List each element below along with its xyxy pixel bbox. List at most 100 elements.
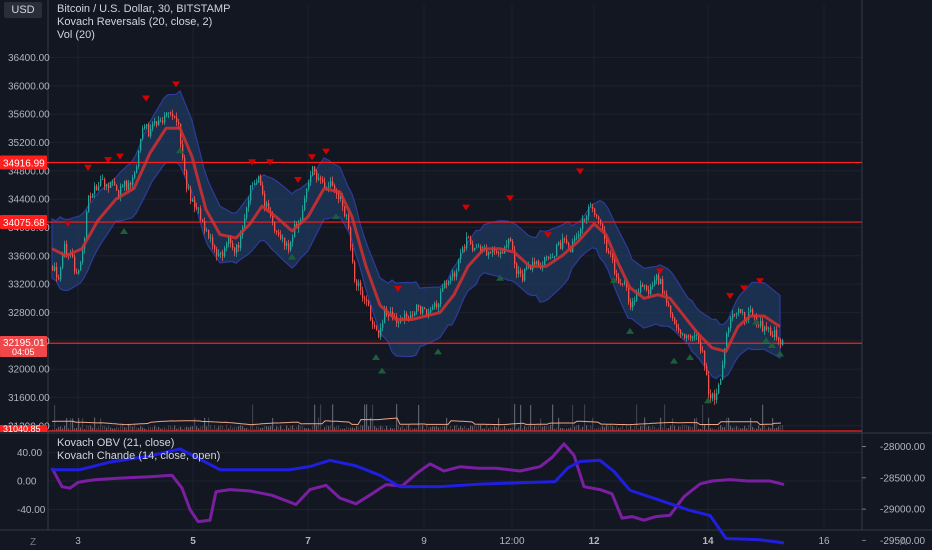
volume-bar: [442, 426, 444, 432]
volume-bar: [340, 427, 342, 432]
candle-body: [640, 284, 642, 292]
candle-body: [116, 185, 118, 191]
candle-body: [284, 237, 286, 246]
volume-bar: [696, 417, 698, 432]
candle-body: [80, 262, 82, 271]
volume-bar: [728, 417, 730, 432]
volume-bar: [246, 427, 248, 432]
volume-bar: [476, 426, 478, 432]
candle-body: [550, 257, 552, 259]
candle-body: [142, 128, 144, 139]
volume-bar: [380, 425, 382, 432]
volume-bar: [740, 428, 742, 432]
volume-bar: [364, 404, 366, 432]
price-label-line-2: 34075.68: [3, 218, 45, 229]
volume-bar: [490, 426, 492, 432]
volume-bar: [672, 418, 674, 432]
volume-bar: [402, 425, 404, 432]
candle-body: [320, 178, 322, 180]
candle-body: [650, 286, 652, 294]
auto-scale-button[interactable]: A: [900, 537, 907, 548]
reversal-down-marker: [172, 81, 180, 88]
volume-bar: [352, 427, 354, 432]
kovach-reversals-legend[interactable]: Kovach Reversals (20, close, 2): [57, 16, 213, 28]
volume-bar: [292, 425, 294, 432]
candle-body: [704, 351, 706, 366]
volume-bar: [90, 425, 92, 432]
candle-body: [564, 238, 566, 240]
volume-bar: [370, 417, 372, 432]
candle-body: [676, 324, 678, 328]
candle-body: [186, 171, 188, 189]
volume-bar: [766, 428, 768, 432]
volume-bar: [314, 404, 316, 432]
candle-body: [668, 303, 670, 306]
candle-body: [158, 120, 160, 126]
volume-bar: [334, 427, 336, 432]
volume-bar: [164, 427, 166, 432]
reversal-down-marker: [142, 95, 150, 102]
volume-bar: [316, 425, 318, 432]
kovach-obv-line: [52, 447, 785, 545]
volume-bar: [190, 426, 192, 432]
candle-body: [658, 275, 660, 285]
candle-body: [644, 285, 646, 287]
candle-body: [566, 239, 568, 244]
candle-body: [454, 272, 456, 277]
volume-bar: [168, 425, 170, 432]
candle-body: [726, 333, 728, 349]
candle-body: [112, 181, 114, 183]
candle-body: [184, 157, 186, 172]
timezone-button[interactable]: Z: [30, 537, 37, 548]
candle-body: [266, 203, 268, 207]
volume-bar: [184, 427, 186, 432]
candle-body: [544, 256, 546, 266]
volume-bar: [174, 425, 176, 432]
volume-bar: [138, 428, 140, 432]
main-pane-legend: Bitcoin / U.S. Dollar, 30, BITSTAMP Kova…: [57, 3, 230, 42]
candle-body: [364, 298, 366, 300]
volume-bar: [312, 425, 314, 432]
volume-legend[interactable]: Vol (20): [57, 29, 95, 41]
candle-body: [316, 171, 318, 180]
candle-body: [312, 166, 314, 176]
volume-bar: [452, 429, 454, 432]
volume-bar: [144, 428, 146, 432]
candle-body: [382, 322, 384, 328]
candle-body: [636, 293, 638, 301]
time-tick-label: 12: [588, 536, 600, 547]
candle-body: [204, 221, 206, 231]
volume-bar: [210, 425, 212, 432]
volume-bar: [472, 426, 474, 432]
candle-body: [546, 256, 548, 258]
volume-bar: [440, 426, 442, 432]
candle-body: [632, 301, 634, 308]
volume-bar: [236, 426, 238, 432]
candle-body: [54, 266, 56, 271]
volume-bar: [256, 426, 258, 432]
candle-body: [276, 230, 278, 233]
candle-body: [166, 113, 168, 116]
volume-bar: [710, 428, 712, 432]
volume-bar: [268, 426, 270, 432]
candle-body: [612, 253, 614, 260]
reversal-up-marker: [704, 397, 712, 404]
volume-bar: [162, 427, 164, 432]
currency-button[interactable]: USD: [4, 2, 42, 18]
candle-body: [560, 242, 562, 249]
volume-bar: [742, 428, 744, 432]
volume-bar: [660, 417, 662, 432]
volume-bar: [534, 425, 536, 432]
candle-body: [490, 252, 492, 253]
volume-bar: [70, 418, 72, 432]
candle-body: [456, 271, 458, 277]
kovach-chande-legend[interactable]: Kovach Chande (14, close, open): [57, 450, 221, 462]
reversal-up-marker: [372, 354, 380, 361]
candle-body: [338, 194, 340, 200]
candle-body: [314, 166, 316, 172]
kovach-obv-legend[interactable]: Kovach OBV (21, close): [57, 437, 175, 449]
obv-tick-label: -28500.00: [880, 473, 925, 484]
volume-bar: [120, 425, 122, 432]
symbol-legend[interactable]: Bitcoin / U.S. Dollar, 30, BITSTAMP: [57, 3, 231, 15]
